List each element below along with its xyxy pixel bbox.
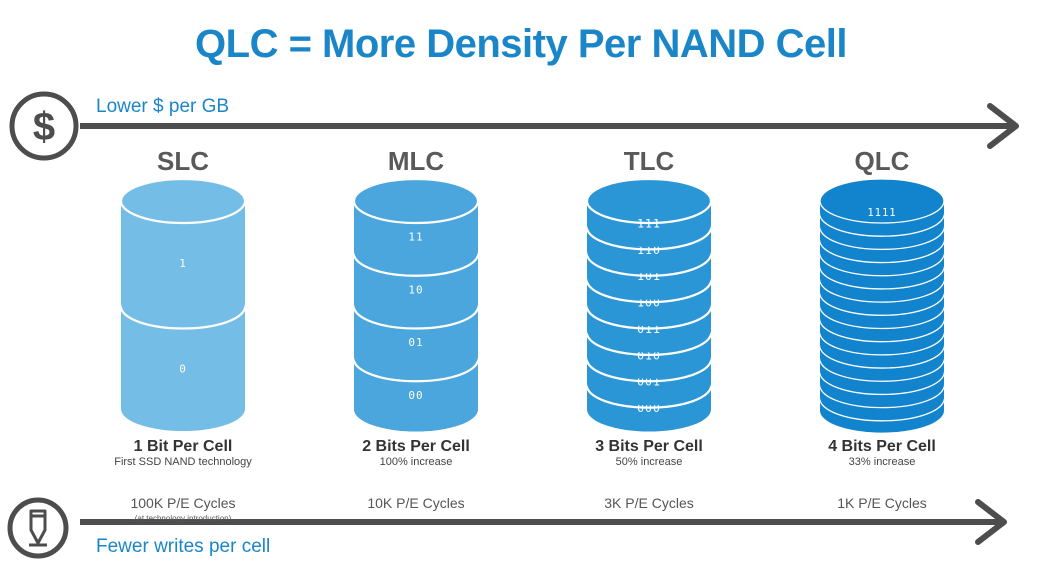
tlc-level-label: 111 [637, 216, 661, 230]
mlc-level-label: 00 [408, 389, 423, 402]
tlc-bits-label: 3 Bits Per Cell [595, 438, 703, 455]
mlc-cell-stack: 00 01 10 11 [352, 177, 480, 432]
qlc-level-label: 1111 [867, 207, 896, 219]
qlc-cycles: 1K P/E Cycles [837, 495, 927, 511]
mlc-bits-label: 2 Bits Per Cell [362, 438, 470, 455]
mlc-level-label: 10 [408, 283, 423, 296]
qlc-bits-label: 4 Bits Per Cell [828, 438, 936, 455]
slc-level-body [121, 306, 245, 431]
slc-level-top [119, 177, 247, 225]
bottom-axis-arrowhead [975, 499, 1007, 545]
slc-level-label: 1 [179, 257, 187, 270]
page-title: QLC = More Density Per NAND Cell [195, 22, 847, 66]
slc-level-label: 0 [179, 362, 187, 375]
dollar-icon: $ [9, 91, 79, 161]
mlc-level-top [352, 177, 480, 225]
mlc-level-label: 11 [408, 231, 423, 244]
mlc-heading: MLC [387, 146, 445, 176]
qlc-subtitle: 33% increase [848, 456, 916, 468]
slc-cycles: 100K P/E Cycles [130, 495, 236, 511]
slc-subtitle: First SSD NAND technology [114, 456, 252, 468]
mlc-cycles: 10K P/E Cycles [367, 495, 465, 511]
mlc-subtitle: 100% increase [379, 456, 453, 468]
slc-cell-stack: 01 [119, 177, 247, 431]
top-axis-arrowhead [987, 103, 1019, 149]
tlc-subtitle: 50% increase [615, 456, 683, 468]
top-axis-label: Lower $ per GB [96, 96, 230, 117]
svg-text:$: $ [33, 105, 55, 149]
pencil-icon [7, 497, 69, 559]
tlc-heading: TLC [623, 146, 675, 176]
slc-cycles-note: (at technology introduction) [134, 514, 232, 523]
slc-heading: SLC [157, 146, 209, 176]
qlc-heading: QLC [854, 146, 910, 176]
mlc-level-label: 01 [408, 336, 423, 349]
slc-bits-label: 1 Bit Per Cell [133, 438, 233, 455]
tlc-cycles: 3K P/E Cycles [604, 495, 694, 511]
qlc-level-top [819, 178, 945, 224]
tlc-level-top [585, 177, 713, 225]
bottom-axis-label: Fewer writes per cell [96, 536, 271, 557]
qlc-cell-stack: 0000000100100011010001010110011110001001… [819, 178, 945, 433]
slc-level-body [121, 201, 245, 326]
